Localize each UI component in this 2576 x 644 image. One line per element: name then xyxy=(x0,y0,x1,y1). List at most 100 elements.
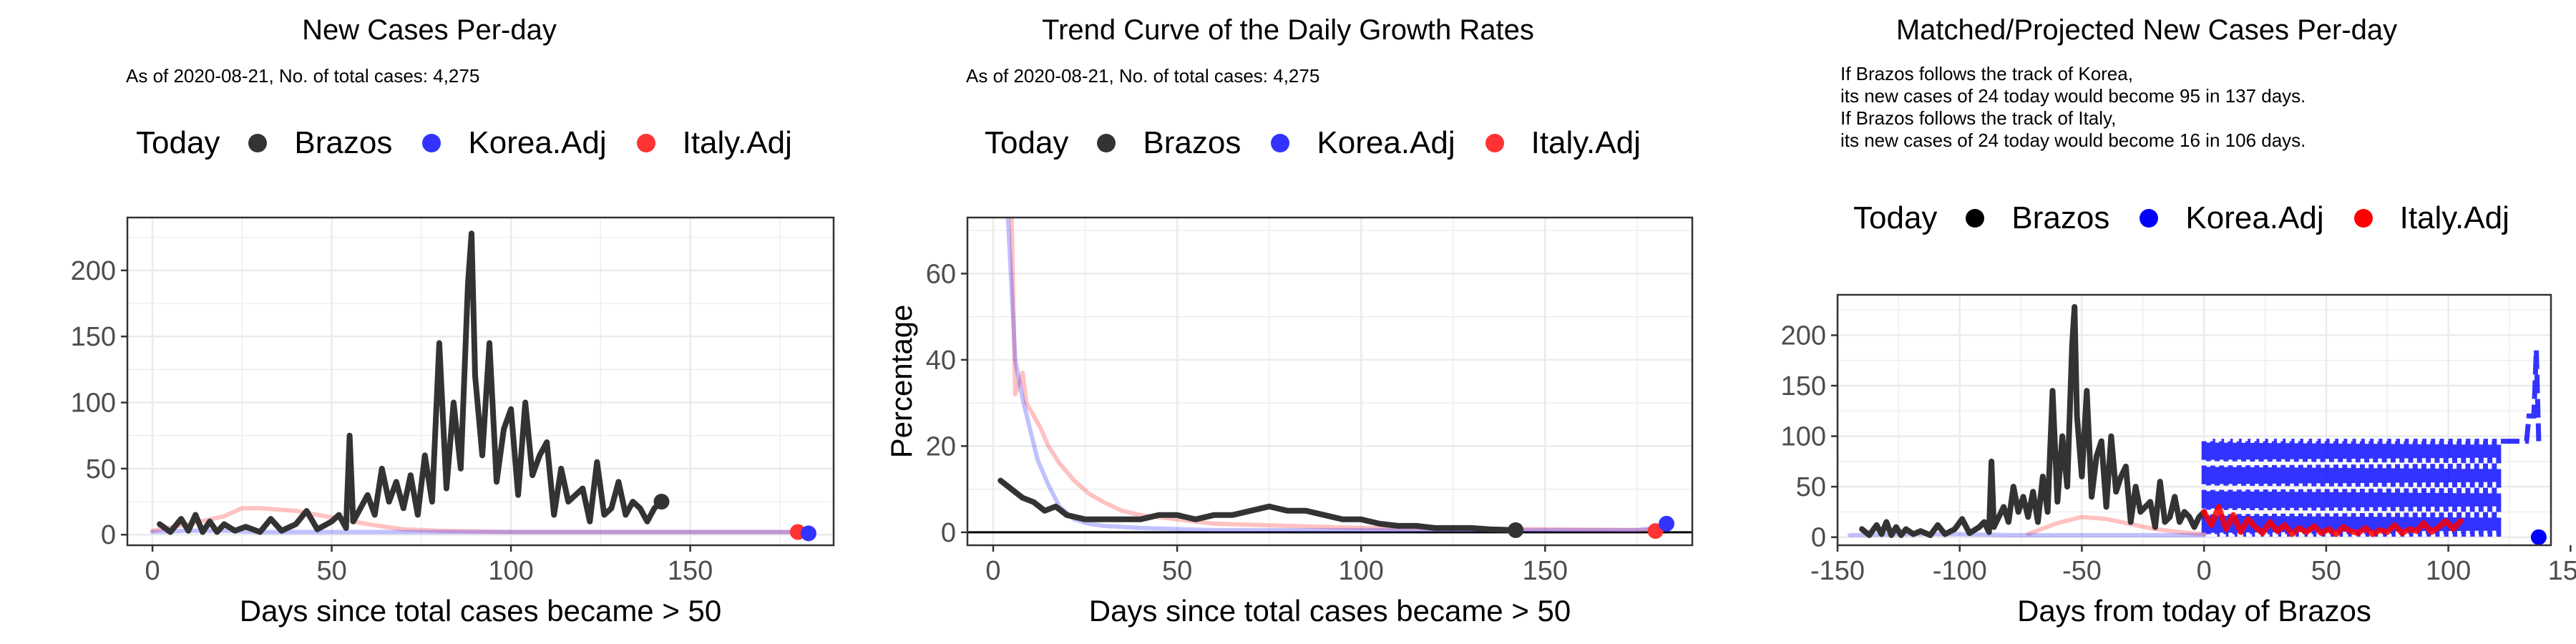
series-layer xyxy=(150,230,800,535)
x-tick-label: 150 xyxy=(1523,556,1568,586)
today-point-korea-adj xyxy=(2530,529,2547,545)
legend-dot-icon xyxy=(2140,209,2159,228)
legend-label: Brazos xyxy=(1143,125,1241,160)
series-line-italy-adj xyxy=(2201,504,2464,537)
series-line-brazos xyxy=(997,477,1519,533)
x-axis-label: Days since total cases became > 50 xyxy=(240,594,722,628)
plot-border xyxy=(1836,293,2552,547)
y-tick-label: 50 xyxy=(86,454,116,484)
series-layer xyxy=(1848,303,2542,538)
y-tick-label: 100 xyxy=(71,389,116,419)
y-tick-label: 100 xyxy=(1781,422,1826,452)
subtitle-line: As of 2020-08-21, No. of total cases: 4,… xyxy=(126,65,480,87)
plot-border xyxy=(126,216,835,547)
plot-background xyxy=(967,218,1692,545)
y-tick-label: 200 xyxy=(1781,321,1826,351)
series-line-korea-adj xyxy=(1005,218,1669,532)
y-axis-label: Percentage xyxy=(884,305,918,459)
x-tick-label: 100 xyxy=(488,556,533,586)
legend-dot-icon xyxy=(636,134,655,152)
series-line-korea-adj xyxy=(150,528,800,535)
chart-title: Matched/Projected New Cases Per-day xyxy=(1896,14,2398,46)
panel-new-cases: New Cases Per-day As of 2020-08-21, No. … xyxy=(0,0,859,644)
legend-label: Italy.Adj xyxy=(682,125,792,160)
x-tick-label: 50 xyxy=(316,556,346,586)
chart-title: Trend Curve of the Daily Growth Rates xyxy=(1042,14,1534,46)
legend-dot-icon xyxy=(1271,134,1290,152)
legend-dot-icon xyxy=(1097,134,1116,152)
legend-label: Korea.Adj xyxy=(1317,125,1455,160)
legend-label: Italy.Adj xyxy=(2399,200,2509,235)
plot-area: -150 -100 -50 0 50 100 150 0 50 100 150 200 Days fro… xyxy=(1781,293,2576,628)
subtitle-line: If Brazos follows the track of Italy, xyxy=(1840,107,2117,129)
legend-item-brazos: Brazos xyxy=(248,125,392,161)
legend-label: Korea.Adj xyxy=(2185,200,2324,235)
chart-subtitle: As of 2020-08-21, No. of total cases: 4,… xyxy=(966,64,1319,87)
today-point-korea-adj xyxy=(800,525,816,542)
x-tick-label: 0 xyxy=(985,556,1000,586)
legend-dot-icon xyxy=(1485,134,1504,152)
today-point-brazos xyxy=(1508,522,1524,538)
y-tick-label: 0 xyxy=(1811,523,1826,553)
chart-subtitle: As of 2020-08-21, No. of total cases: 4,… xyxy=(126,64,479,87)
panel-projected-cases: Matched/Projected New Cases Per-day If B… xyxy=(1717,0,2576,644)
x-tick-label: 150 xyxy=(668,556,713,586)
x-tick-label: -150 xyxy=(1810,556,1865,586)
y-tick-label: 150 xyxy=(71,322,116,352)
legend-title: Today xyxy=(1853,200,1938,235)
legend-item-italy: Italy.Adj xyxy=(636,125,792,161)
legend-item-italy: Italy.Adj xyxy=(2353,200,2509,236)
y-tick-label: 60 xyxy=(926,259,956,289)
today-point-korea-adj xyxy=(1659,515,1675,532)
legend-item-korea: Korea.Adj xyxy=(1271,125,1455,161)
plot-area: 0 50 100 150 0 20 40 60 Days since total cases b… xyxy=(884,216,1694,628)
today-point-italy-adj xyxy=(1647,523,1664,540)
legend-label: Italy.Adj xyxy=(1531,125,1641,160)
y-tick-label: 50 xyxy=(1796,472,1826,502)
series-line-italy-adj-matched xyxy=(2026,514,2207,537)
today-point-brazos xyxy=(653,494,670,510)
x-tick-label: 100 xyxy=(2426,556,2471,586)
subtitle-line: its new cases of 24 today would become 1… xyxy=(1840,130,2306,151)
y-tick-label: 0 xyxy=(941,518,956,548)
y-tick-label: 20 xyxy=(926,431,956,462)
plot-border xyxy=(966,216,1694,547)
x-tick-label: 0 xyxy=(145,556,160,586)
chart-legend: Today Brazos Korea.Adj Italy.Adj xyxy=(1853,200,2540,236)
legend-title: Today xyxy=(136,125,220,160)
series-layer xyxy=(967,218,1692,534)
plot-background xyxy=(127,218,834,545)
legend-label: Brazos xyxy=(2011,200,2110,235)
grid xyxy=(1836,295,2551,545)
chart-legend: Today Brazos Korea.Adj Italy.Adj xyxy=(136,125,822,161)
x-tick-label: -50 xyxy=(2062,556,2102,586)
subtitle-line: If Brazos follows the track of Korea, xyxy=(1840,63,2133,84)
legend-dot-icon xyxy=(248,134,268,152)
legend-dot-icon xyxy=(2353,209,2373,228)
series-line-italy-adj xyxy=(1009,218,1658,532)
y-tick-label: 0 xyxy=(101,520,116,550)
panel-growth-rates: Trend Curve of the Daily Growth Rates As… xyxy=(859,0,1717,644)
x-axis-label: Days since total cases became > 50 xyxy=(1089,594,1571,628)
chart-subtitle: If Brazos follows the track of Korea, it… xyxy=(1840,63,2306,152)
chart-legend: Today Brazos Korea.Adj Italy.Adj xyxy=(985,125,1671,161)
series-line-italy-adj xyxy=(150,506,800,535)
x-tick-label: 0 xyxy=(2197,556,2212,586)
chart-title: New Cases Per-day xyxy=(302,14,557,46)
grid xyxy=(127,218,834,545)
legend-item-brazos: Brazos xyxy=(1097,125,1241,161)
y-tick-label: 150 xyxy=(1781,371,1826,401)
legend-label: Korea.Adj xyxy=(468,125,607,160)
subtitle-line: As of 2020-08-21, No. of total cases: 4,… xyxy=(966,65,1320,87)
series-line-brazos xyxy=(1859,303,2207,538)
legend-title: Today xyxy=(985,125,1069,160)
x-tick-label: 150 xyxy=(2548,556,2576,586)
legend-item-korea: Korea.Adj xyxy=(2140,200,2324,236)
x-tick-label: 50 xyxy=(2311,556,2341,586)
legend-item-italy: Italy.Adj xyxy=(1485,125,1641,161)
x-tick-label: 100 xyxy=(1339,556,1384,586)
legend-label: Brazos xyxy=(294,125,393,160)
legend-dot-icon xyxy=(1966,209,1985,228)
plot-area: 0 50 100 150 0 50 100 150 200 Days since total ca… xyxy=(71,216,835,628)
legend-item-brazos: Brazos xyxy=(1966,200,2109,236)
